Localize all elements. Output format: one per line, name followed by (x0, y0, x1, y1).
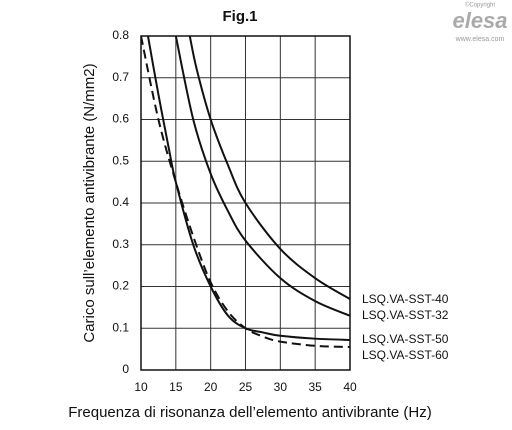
y-tick-label: 0 (122, 362, 129, 376)
legend-label: LSQ.VA-SST-32 (362, 308, 449, 322)
y-tick-label: 0.3 (112, 237, 129, 251)
y-axis-label: Carico sull’elemento antivibrante (N/mm2… (81, 63, 98, 342)
x-tick-label: 15 (169, 380, 183, 394)
chart-title: Fig.1 (222, 8, 257, 25)
x-tick-label: 35 (308, 380, 322, 394)
y-tick-label: 0.5 (112, 153, 129, 167)
legend-label: LSQ.VA-SST-60 (362, 348, 449, 362)
x-tick-label: 40 (343, 380, 357, 394)
copyright: ©Copyright (465, 2, 495, 9)
y-tick-label: 0.4 (112, 195, 129, 209)
x-tick-label: 30 (274, 380, 288, 394)
series-line (174, 36, 350, 317)
y-tick-label: 0.8 (112, 28, 129, 42)
x-tick-label: 20 (204, 380, 218, 394)
x-tick-label: 25 (239, 380, 253, 394)
series-line (141, 36, 350, 349)
plot-frame (140, 35, 351, 371)
legend-label: LSQ.VA-SST-40 (362, 292, 449, 306)
url: www.elesa.com (455, 36, 505, 43)
series-line (188, 36, 350, 300)
y-tick-label: 0.1 (112, 320, 129, 334)
series-line (146, 36, 350, 341)
x-tick-label: 10 (134, 380, 148, 394)
brand: elesa (452, 8, 507, 33)
y-tick-label: 0.2 (112, 279, 129, 293)
y-tick-label: 0.7 (112, 70, 129, 84)
legend-label: LSQ.VA-SST-50 (362, 332, 449, 346)
x-axis-label: Frequenza di risonanza dell’elemento ant… (68, 404, 432, 421)
y-tick-label: 0.6 (112, 112, 129, 126)
